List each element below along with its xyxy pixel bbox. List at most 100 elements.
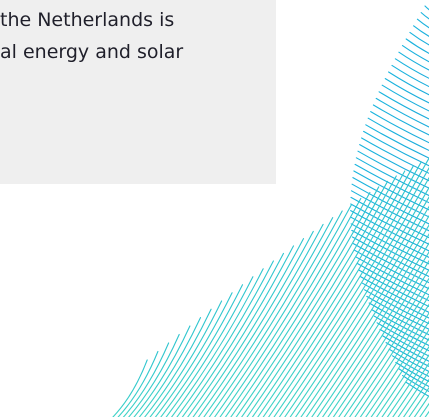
pattern-line	[398, 368, 429, 388]
pattern-line	[176, 260, 274, 417]
pattern-line	[343, 286, 429, 417]
pattern-line	[351, 229, 429, 271]
pattern-line	[350, 190, 429, 232]
pattern-line	[361, 137, 429, 174]
pattern-line	[357, 150, 429, 189]
pattern-line	[386, 354, 429, 417]
pattern-line	[278, 176, 429, 417]
pattern-line	[353, 170, 429, 211]
pattern-line	[367, 117, 429, 152]
pattern-line	[385, 342, 429, 367]
pattern-line	[112, 359, 148, 417]
pattern-line	[350, 223, 429, 265]
pattern-line	[311, 233, 429, 417]
pattern-line	[355, 256, 429, 296]
pattern-line	[214, 210, 343, 417]
pattern-line	[388, 348, 429, 373]
pattern-line	[262, 161, 422, 417]
content-card: the Netherlands is al energy and solar	[0, 0, 276, 184]
pattern-line	[257, 165, 414, 417]
pattern-line	[391, 355, 429, 378]
pattern-line	[375, 97, 429, 128]
pattern-line	[203, 223, 324, 417]
pattern-line	[373, 315, 429, 347]
body-text: the Netherlands is al energy and solar	[0, 4, 276, 68]
pattern-line	[424, 5, 429, 11]
pattern-line	[332, 268, 429, 417]
pattern-line	[273, 167, 429, 417]
pattern-line	[370, 328, 429, 417]
pattern-line	[351, 236, 429, 278]
body-text-line: the Netherlands is	[0, 9, 175, 31]
pattern-line	[424, 410, 429, 417]
pattern-line	[395, 361, 429, 383]
pattern-line	[246, 175, 397, 417]
pattern-line	[128, 333, 180, 417]
pattern-line	[365, 320, 429, 417]
pattern-line	[338, 277, 429, 417]
pattern-line	[392, 362, 429, 417]
pattern-line	[402, 375, 429, 393]
pattern-line	[154, 292, 233, 417]
pattern-line	[251, 170, 406, 417]
pattern-line	[371, 309, 429, 341]
pattern-line	[408, 386, 429, 417]
pattern-line	[366, 295, 429, 330]
pattern-line	[316, 242, 429, 417]
line-family-descending	[350, 5, 429, 397]
pattern-line	[368, 302, 429, 336]
pattern-line	[397, 370, 429, 417]
pattern-line	[420, 12, 429, 20]
pattern-line	[352, 243, 429, 284]
pattern-line	[394, 58, 429, 79]
pattern-line	[363, 130, 429, 167]
pattern-line	[219, 204, 353, 417]
pattern-line	[284, 186, 429, 417]
pattern-line	[348, 294, 429, 417]
pattern-line	[391, 64, 429, 88]
pattern-line	[413, 25, 429, 37]
pattern-line	[354, 163, 429, 204]
pattern-line	[359, 311, 429, 417]
pattern-line	[355, 157, 429, 197]
pattern-line	[117, 350, 159, 417]
pattern-line	[235, 186, 380, 417]
pattern-line	[419, 402, 429, 417]
pattern-line	[350, 196, 429, 239]
pattern-line	[381, 345, 429, 417]
pattern-line	[350, 210, 429, 252]
body-text-line: al energy and solar	[0, 41, 184, 63]
pattern-line	[381, 84, 429, 112]
pattern-line	[267, 157, 429, 417]
pattern-line	[350, 203, 429, 245]
pattern-line	[409, 31, 429, 46]
pattern-line	[364, 289, 429, 325]
pattern-line	[208, 217, 334, 417]
pattern-line	[359, 276, 429, 313]
pattern-line	[305, 224, 429, 417]
pattern-line	[405, 38, 429, 54]
pattern-line	[376, 322, 429, 352]
pattern-line	[356, 262, 429, 302]
pattern-line	[160, 284, 244, 417]
pattern-line	[382, 335, 429, 362]
pattern-line	[413, 394, 429, 417]
pattern-line	[398, 51, 429, 71]
pattern-line	[365, 124, 429, 159]
pattern-line	[170, 268, 264, 417]
pattern-line	[416, 18, 429, 29]
pattern-line	[133, 325, 191, 417]
pattern-line	[402, 378, 429, 417]
pattern-line	[379, 328, 429, 357]
pattern-line	[378, 91, 429, 120]
pattern-line	[149, 300, 223, 417]
pattern-line	[358, 269, 429, 308]
pattern-line	[122, 342, 170, 417]
pattern-line	[359, 144, 429, 182]
pattern-line	[401, 45, 429, 63]
pattern-line	[192, 238, 305, 417]
pattern-line	[300, 214, 429, 417]
pattern-line	[388, 71, 429, 96]
pattern-line	[181, 252, 285, 417]
